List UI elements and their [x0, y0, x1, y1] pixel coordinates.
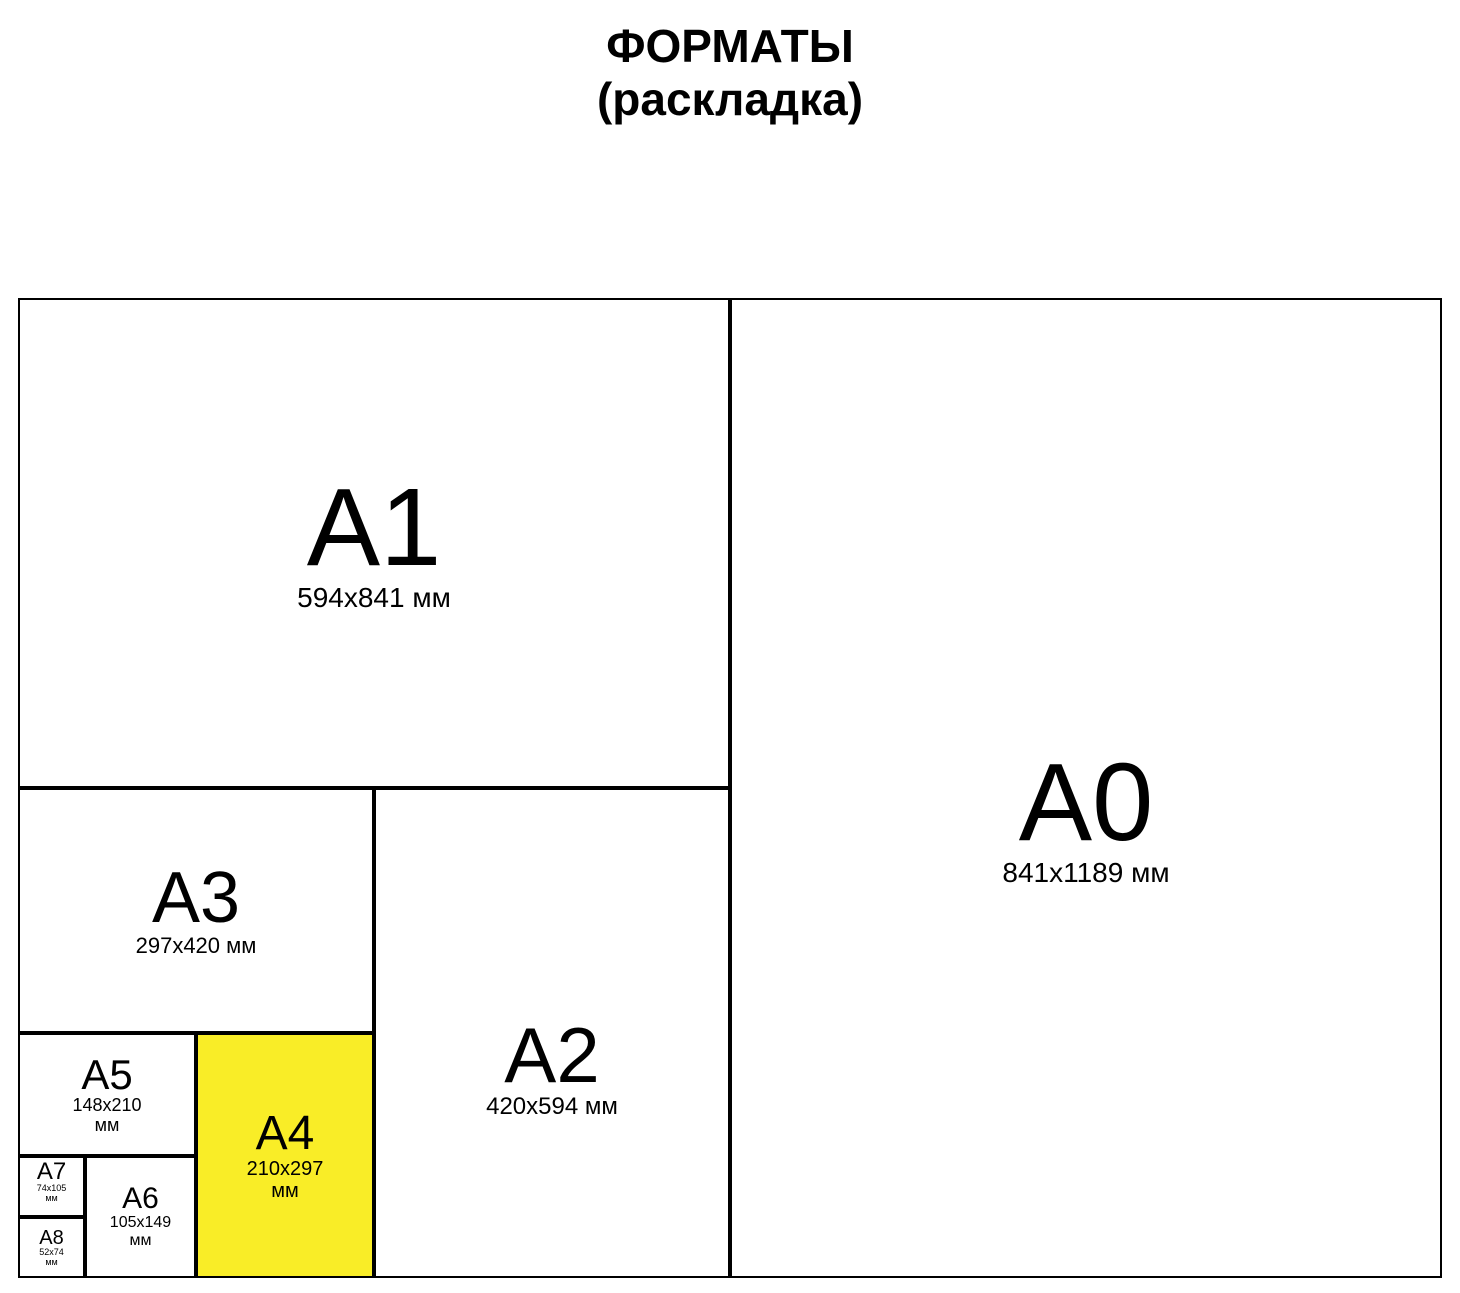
title-line-2: (раскладка)	[0, 73, 1460, 126]
format-dimensions: 52х74мм	[39, 1248, 64, 1268]
format-box-a3: А3297х420 мм	[18, 788, 374, 1033]
format-name: А8	[39, 1228, 63, 1248]
format-box-a8: А852х74мм	[18, 1217, 85, 1278]
format-dimensions: 841х1189 мм	[1002, 858, 1169, 889]
paper-size-diagram: А0841х1189 ммА1594х841 ммА2420х594 ммА32…	[18, 298, 1442, 1278]
format-name: А7	[37, 1160, 66, 1184]
title-line-1: ФОРМАТЫ	[0, 20, 1460, 73]
format-name: А1	[307, 473, 442, 583]
format-dimensions: 74х105мм	[37, 1184, 67, 1204]
format-dimensions: 105х149мм	[110, 1214, 171, 1249]
format-box-a6: А6105х149мм	[85, 1156, 196, 1278]
format-box-a4: А4210х297мм	[196, 1033, 374, 1278]
format-name: А4	[256, 1110, 315, 1158]
page: ФОРМАТЫ (раскладка) А0841х1189 ммА1594х8…	[0, 0, 1460, 1293]
format-name: А3	[152, 862, 240, 934]
format-dimensions: 297х420 мм	[136, 934, 257, 958]
format-box-a1: А1594х841 мм	[18, 298, 730, 788]
format-box-a5: А5148х210мм	[18, 1033, 196, 1156]
format-box-a0: А0841х1189 мм	[730, 298, 1442, 1278]
format-name: А6	[122, 1184, 159, 1214]
format-box-a7: А774х105мм	[18, 1156, 85, 1217]
page-title: ФОРМАТЫ (раскладка)	[0, 20, 1460, 126]
format-dimensions: 420х594 мм	[486, 1094, 618, 1120]
format-dimensions: 210х297мм	[247, 1158, 324, 1202]
format-dimensions: 594х841 мм	[297, 583, 451, 614]
format-dimensions: 148х210мм	[72, 1096, 141, 1136]
format-box-a2: А2420х594 мм	[374, 788, 730, 1278]
format-name: А2	[504, 1016, 599, 1094]
format-name: А0	[1019, 748, 1154, 858]
format-name: А5	[81, 1054, 132, 1096]
